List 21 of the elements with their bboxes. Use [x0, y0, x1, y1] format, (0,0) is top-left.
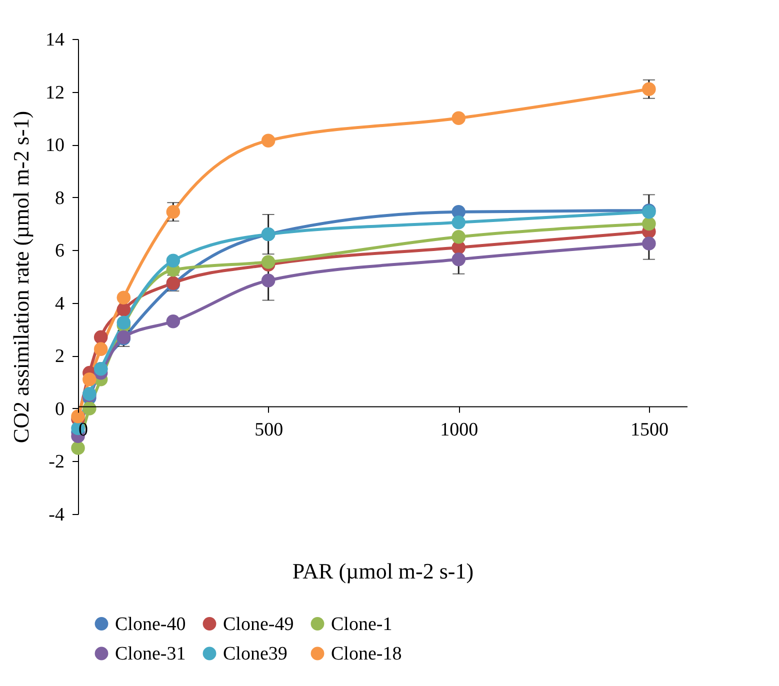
legend-label: Clone-31 [115, 644, 186, 664]
legend-label: Clone-49 [223, 614, 294, 635]
y-tick-label: -2 [48, 452, 64, 473]
x-tick-label: 500 [254, 420, 284, 441]
legend-label: Clone-1 [331, 614, 392, 635]
y-tick-label: -4 [48, 504, 65, 526]
y-tick-label: 2 [55, 346, 64, 368]
x-tick-label: 1500 [630, 420, 668, 441]
x-tick-label: 1000 [440, 420, 478, 441]
legend-label: Clone39 [223, 644, 288, 664]
y-tick-label: 10 [46, 135, 64, 156]
legend-label: Clone-18 [331, 644, 402, 664]
y-tick-label: 6 [55, 240, 64, 262]
y-tick-label: 12 [46, 82, 64, 104]
y-tick-label: 8 [55, 188, 64, 209]
y-tick-label: 0 [55, 398, 64, 420]
y-tick-label: 4 [55, 293, 65, 314]
y-tick-label: 14 [46, 30, 65, 50]
legend-label: Clone-40 [115, 614, 186, 635]
y-axis-title: CO2 assimilation rate (µmol m-2 s-1) [8, 110, 34, 444]
x-axis-title: PAR (µmol m-2 s-1) [292, 558, 474, 584]
